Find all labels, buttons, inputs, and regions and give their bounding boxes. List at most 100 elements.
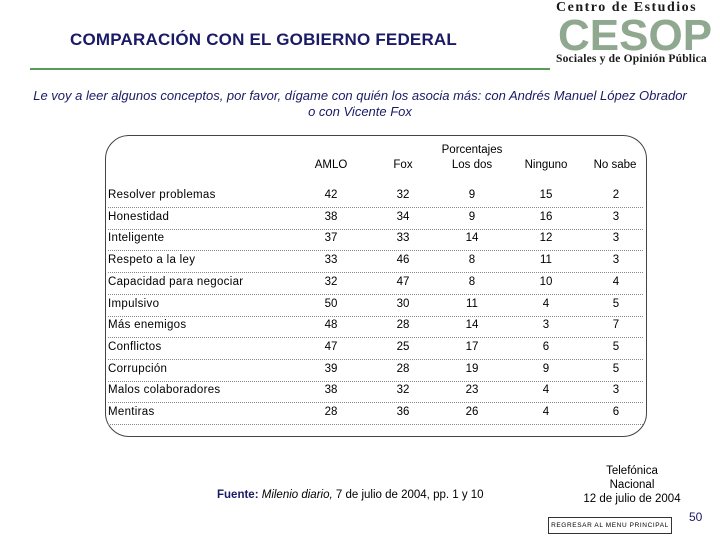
cell-value: 8: [468, 254, 476, 267]
cell-value: 47: [396, 275, 410, 288]
cell-value: 38: [324, 210, 338, 223]
cell-value: 30: [396, 297, 410, 310]
cell-value: 23: [465, 384, 479, 397]
cell-value: 3: [612, 232, 620, 245]
cell-value: 42: [324, 189, 338, 201]
row-label: Malos colaboradores: [108, 384, 221, 397]
cell-value: 12: [539, 232, 553, 245]
page-title: COMPARACIÓN CON EL GOBIERNO FEDERAL: [70, 30, 457, 49]
source-note: Fuente: Milenio diario, 7 de julio de 20…: [217, 489, 484, 501]
cell-value: 37: [324, 232, 338, 245]
agency-line-3: 12 de julio de 2004: [583, 493, 681, 505]
cell-value: 6: [612, 406, 620, 418]
cell-value: 28: [396, 319, 410, 332]
table-row: Capacidad para negociar 32 47 8 10 4: [108, 273, 643, 295]
logo-line-2: Sociales y de Opinión Pública: [556, 53, 707, 65]
cell-value: 17: [465, 340, 479, 353]
cell-value: 32: [396, 189, 410, 201]
table-row: Honestidad 38 34 9 16 3: [108, 208, 643, 230]
cell-value: 48: [324, 319, 338, 332]
cell-value: 9: [542, 362, 550, 375]
cell-value: 4: [542, 297, 550, 310]
table-row: Conflictos 47 25 17 6 5: [108, 338, 643, 360]
cell-value: 3: [612, 384, 620, 397]
row-label: Respeto a la ley: [108, 254, 196, 267]
cell-value: 46: [396, 254, 410, 267]
col-header-fox: Fox: [393, 159, 413, 171]
cell-value: 50: [324, 297, 338, 310]
cell-value: 5: [612, 362, 620, 375]
back-to-menu-button[interactable]: REGRESAR AL MENU PRINCIPAL: [548, 517, 672, 534]
row-label: Más enemigos: [108, 319, 187, 332]
cell-value: 16: [539, 210, 553, 223]
cell-value: 2: [612, 189, 620, 201]
cell-value: 11: [540, 254, 552, 267]
cell-value: 8: [468, 275, 476, 288]
cell-value: 32: [324, 275, 338, 288]
cell-value: 3: [612, 210, 620, 223]
table-row: Inteligente 37 33 14 12 3: [108, 229, 643, 252]
cell-value: 28: [396, 362, 410, 375]
group-header: Porcentajes: [441, 144, 503, 156]
cesop-logo-mark: CESOP: [554, 12, 718, 54]
cell-value: 3: [542, 319, 550, 332]
col-header-amlo: AMLO: [314, 159, 348, 171]
row-label: Inteligente: [108, 232, 165, 245]
cell-value: 10: [539, 275, 553, 288]
cell-value: 4: [542, 406, 550, 418]
cesop-logo: Centro de Estudios CESOP Sociales y de O…: [552, 0, 720, 72]
table-row: Malos colaboradores 38 32 23 4 3: [108, 381, 643, 404]
row-label: Resolver problemas: [108, 189, 216, 201]
cell-value: 33: [396, 232, 410, 245]
cell-value: 14: [465, 232, 479, 245]
cell-value: 3: [612, 254, 620, 267]
cell-value: 25: [396, 340, 410, 353]
source-label: Fuente:: [217, 489, 259, 501]
table-row: Corrupción 39 28 19 9 5: [108, 360, 643, 382]
source-detail: 7 de julio de 2004, pp. 1 y 10: [332, 489, 484, 501]
cell-value: 4: [542, 384, 550, 397]
cell-value: 28: [324, 406, 338, 418]
cell-value: 47: [324, 340, 338, 353]
row-label: Conflictos: [108, 340, 162, 353]
title-divider: [30, 68, 550, 70]
cell-value: 32: [396, 384, 410, 397]
cell-value: 14: [465, 319, 479, 332]
agency-line-1: Telefónica: [606, 465, 658, 477]
row-label: Honestidad: [108, 210, 170, 223]
source-publication: Milenio diario,: [261, 489, 333, 501]
logo-line-1: Centro de Estudios: [556, 0, 698, 15]
cell-value: 4: [612, 275, 620, 288]
table-row: Impulsivo 50 30 11 4 5: [108, 295, 643, 317]
agency-note: Telefónica Nacional 12 de julio de 2004: [578, 464, 686, 506]
cell-value: 6: [542, 340, 550, 353]
logo-mark-text: CESOP: [558, 12, 712, 54]
col-header-no-sabe: No sabe: [593, 159, 637, 171]
page-number: 50: [689, 510, 703, 524]
row-label: Capacidad para negociar: [108, 275, 244, 288]
survey-question: Le voy a leer algunos conceptos, por fav…: [33, 88, 687, 119]
table-frame: [105, 135, 647, 437]
table-row: Más enemigos 48 28 14 3 7: [108, 316, 643, 339]
cell-value: 19: [465, 362, 479, 375]
agency-line-2: Nacional: [609, 479, 655, 491]
col-header-ninguno: Ninguno: [524, 159, 568, 171]
cell-value: 38: [324, 384, 338, 397]
row-label: Impulsivo: [108, 297, 160, 310]
cell-value: 5: [612, 297, 620, 310]
table-row: Mentiras 28 36 26 4 6: [108, 403, 643, 425]
cell-value: 11: [466, 297, 478, 310]
cell-value: 33: [324, 254, 338, 267]
cell-value: 26: [465, 406, 479, 418]
cell-value: 34: [396, 210, 410, 223]
cell-value: 9: [468, 189, 476, 201]
table-row: Respeto a la ley 33 46 8 11 3: [108, 251, 643, 274]
cell-value: 36: [396, 406, 410, 418]
table-row: Resolver problemas 42 32 9 15 2: [108, 186, 643, 208]
cell-value: 7: [612, 319, 620, 332]
cell-value: 15: [539, 189, 553, 201]
cell-value: 9: [468, 210, 476, 223]
row-label: Corrupción: [108, 362, 168, 375]
cell-value: 39: [324, 362, 338, 375]
row-label: Mentiras: [108, 406, 155, 418]
